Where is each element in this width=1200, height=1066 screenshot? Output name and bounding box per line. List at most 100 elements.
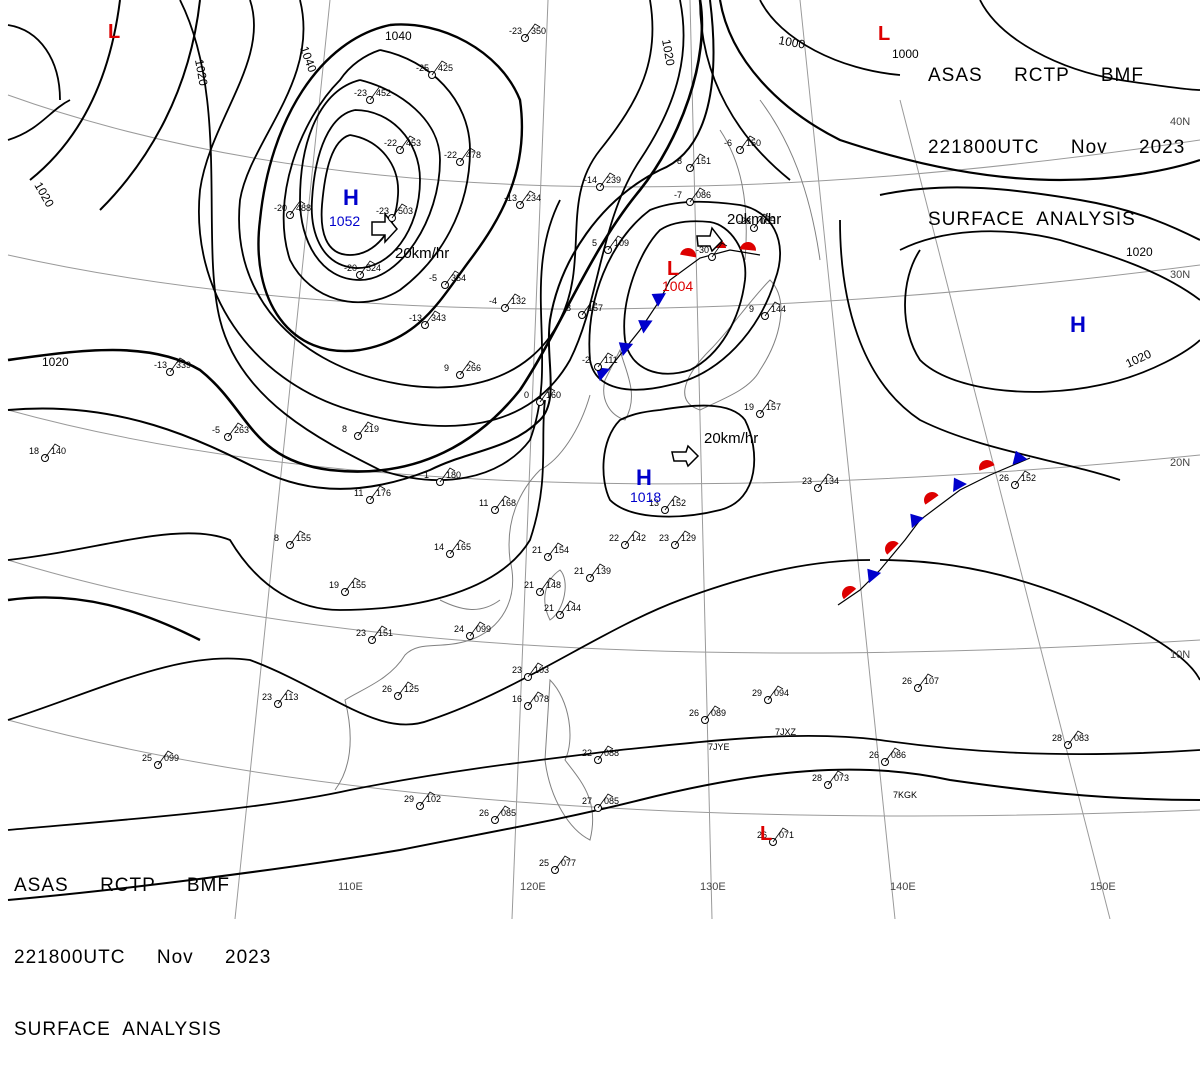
- isobar: [7, 399, 546, 611]
- station-pressure: 155: [296, 533, 311, 543]
- station-temperature: -4: [489, 296, 497, 306]
- station-plot: 25 077: [539, 855, 576, 874]
- station-temperature: -13: [409, 313, 422, 323]
- wind-barb: [704, 705, 721, 721]
- low-center-symbol: L: [108, 21, 120, 43]
- graticule: [7, 0, 1200, 920]
- station-pressure: 219: [364, 424, 379, 434]
- station-temperature: 22: [609, 533, 619, 543]
- isobar: [759, 0, 901, 76]
- station-plot: -22 453: [384, 135, 421, 154]
- station-pressure: 152: [671, 498, 686, 508]
- station-temperature: 29: [752, 688, 762, 698]
- wind-barb: [597, 745, 614, 761]
- meridian-130e: [689, 0, 713, 920]
- station-temperature: -5: [212, 425, 220, 435]
- isobar: [7, 0, 715, 490]
- footer-line-1: ASAS RCTP BMF: [14, 875, 230, 896]
- station-temperature: -28: [738, 216, 751, 226]
- station-plot: 19 155: [329, 577, 366, 596]
- isobar: [282, 49, 471, 304]
- wind-barb: [357, 421, 374, 437]
- meridian-150e: [899, 99, 1111, 920]
- station-plot: 23 103: [512, 662, 549, 681]
- station-plot: 8 219: [342, 421, 379, 440]
- lon-label: 140E: [890, 881, 916, 893]
- wind-barb: [827, 770, 844, 786]
- wind-barb: [504, 293, 521, 309]
- isobar-1020: [7, 0, 704, 473]
- wind-barb: [369, 85, 386, 101]
- coastlines: [334, 99, 821, 841]
- station-pressure: 165: [456, 542, 471, 552]
- station-temperature: -13: [504, 193, 517, 203]
- station-pressure: 488: [296, 203, 311, 213]
- station-temperature: 23: [802, 476, 812, 486]
- lat-label: 40N: [1170, 116, 1190, 128]
- station-temperature: -13: [154, 360, 167, 370]
- motion-label: 20km/hr: [727, 211, 781, 228]
- station-temperature: -25: [416, 63, 429, 73]
- cold-front-triangle: [651, 293, 666, 307]
- station-temperature: 21: [524, 580, 534, 590]
- station-pressure: 088: [604, 748, 619, 758]
- station-plot: 24 099: [454, 621, 491, 640]
- station-pressure: 354: [451, 273, 466, 283]
- meridian-120e: [511, 0, 549, 920]
- station-plot: 26 089: [689, 705, 726, 724]
- cold-front-triangle: [910, 513, 925, 529]
- station-temperature: 8: [342, 424, 347, 434]
- coordinate-labels: 110E 120E 130E 140E 150E 40N 30N 20N 10N: [338, 116, 1190, 893]
- japan-coast: [684, 279, 782, 411]
- low-center-symbol: L: [878, 23, 890, 45]
- station-pressure: 099: [476, 624, 491, 634]
- lon-label: 150E: [1090, 881, 1116, 893]
- station-pressure: 180: [446, 470, 461, 480]
- station-pressure: 150: [746, 138, 761, 148]
- cold-front-triangle: [1012, 450, 1028, 465]
- wind-barb: [539, 577, 556, 593]
- wind-barb: [289, 530, 306, 546]
- station-plot: 21 139: [574, 563, 611, 582]
- station-plot: -23 452: [354, 85, 391, 104]
- parallel-40n: [7, 94, 1200, 188]
- station-temperature: 16: [512, 694, 522, 704]
- high-center-value: 1018: [630, 489, 661, 505]
- station-pressure: 129: [681, 533, 696, 543]
- high-center-value: 1052: [329, 213, 360, 229]
- station-pressure: 109: [614, 238, 629, 248]
- cold-front-triangle: [618, 342, 634, 357]
- wind-barb: [884, 747, 901, 763]
- wind-barb: [759, 399, 776, 415]
- isobar-label: 1020: [1126, 245, 1153, 259]
- taiwan-coast: [544, 569, 566, 621]
- footer-line-3: SURFACE ANALYSIS: [14, 1019, 222, 1040]
- wind-barb: [431, 60, 448, 76]
- station-temperature: -5: [429, 273, 437, 283]
- lon-label: 110E: [338, 881, 363, 893]
- station-temperature: 11: [479, 498, 488, 508]
- station-pressure: 453: [406, 138, 421, 148]
- station-temperature: 28: [812, 773, 822, 783]
- wind-barb: [581, 300, 598, 316]
- warm-front-semicircle: [885, 541, 899, 555]
- motion-label: 20km/hr: [395, 245, 449, 262]
- station-pressure: 086: [891, 750, 906, 760]
- station-temperature: 13: [649, 498, 659, 508]
- motion-labels: 20km/hr 20km/hr 20km/hr: [395, 211, 781, 447]
- station-pressure: 343: [431, 313, 446, 323]
- lat-label: 20N: [1170, 457, 1190, 469]
- station-pressure: 113: [284, 692, 298, 702]
- wind-barb: [494, 495, 511, 511]
- wind-barb: [817, 473, 834, 489]
- wind-barb: [527, 662, 544, 678]
- station-pressure: 239: [606, 175, 621, 185]
- ship-callsigns: 7JYE 7JXZ 7KGK: [708, 727, 917, 800]
- cold-front: [595, 293, 1028, 584]
- station-temperature: 21: [574, 566, 584, 576]
- warm-front-semicircle: [680, 248, 696, 258]
- station-temperature: 23: [356, 628, 366, 638]
- station-plot: -25 425: [416, 60, 453, 79]
- isobar: [718, 0, 1200, 182]
- wind-barb: [444, 270, 461, 286]
